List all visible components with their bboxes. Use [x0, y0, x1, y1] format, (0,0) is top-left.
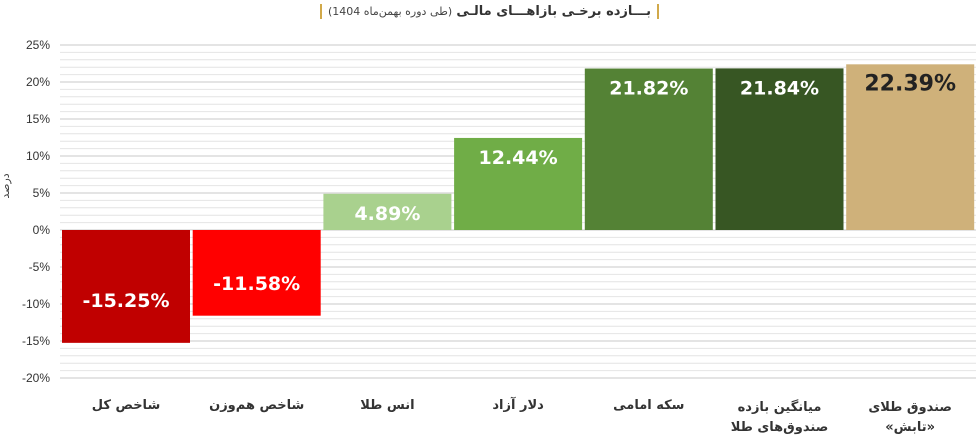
- value-label: 12.44%: [479, 147, 558, 169]
- value-labels: -15.25% -11.58% 4.89% 12.44% 21.82% 21.84% 22.…: [82, 71, 956, 312]
- value-label: -15.25%: [82, 290, 169, 312]
- bar: [323, 193, 452, 230]
- bar: [454, 137, 583, 230]
- category-label: شاخص هم‌وزن: [193, 396, 321, 416]
- value-label: 22.39%: [864, 71, 956, 96]
- bar: [192, 230, 321, 316]
- y-tick-label: 20%: [26, 75, 50, 89]
- value-label: 21.84%: [740, 77, 819, 99]
- category-label-line: سکه امامی: [613, 398, 685, 413]
- category-label-line: دلار آزاد: [492, 398, 544, 413]
- y-tick-label: -10%: [22, 297, 50, 311]
- y-axis-label: درصد: [0, 173, 12, 198]
- y-tick-label: 5%: [33, 186, 51, 200]
- category-label-line: شاخص هم‌وزن: [209, 398, 305, 413]
- category-label: صندوق طلای «تابش»: [846, 398, 974, 438]
- category-label-line: «تابش»: [885, 420, 936, 435]
- value-label: -11.58%: [213, 273, 300, 295]
- bar: [846, 64, 975, 231]
- category-label-line: صندوق‌های طلا: [730, 420, 829, 435]
- bar: [584, 68, 713, 230]
- bar: [62, 230, 190, 343]
- y-axis-ticks: 25% 20% 15% 10% 5% 0% -5% -10% -15% -20%: [22, 38, 50, 385]
- y-tick-label: 10%: [26, 149, 50, 163]
- chart-title-main: بـــازده برخـی بازاهـــای مالـی: [456, 3, 651, 19]
- category-label-line: صندوق طلای: [868, 400, 952, 415]
- y-tick-label: 0%: [33, 223, 51, 237]
- chart-subtitle: (طی دوره بهمن‌ماه 1404): [328, 4, 453, 18]
- chart-title: بـــازده برخـی بازاهـــای مالـی (طی دوره…: [320, 3, 659, 19]
- category-label: شاخص کل: [62, 396, 190, 416]
- value-label: 4.89%: [354, 203, 420, 225]
- category-label-line: انس طلا: [360, 398, 415, 413]
- y-tick-label: -15%: [22, 334, 50, 348]
- y-tick-label: -5%: [29, 260, 51, 274]
- bar: [715, 68, 844, 230]
- bars: [62, 64, 975, 343]
- y-tick-label: 25%: [26, 38, 50, 52]
- value-label: 21.82%: [609, 78, 688, 100]
- category-label-line: میانگین بازده: [737, 400, 822, 415]
- category-label: انس طلا: [323, 396, 451, 416]
- category-label: دلار آزاد: [454, 396, 582, 416]
- category-label: سکه امامی: [585, 396, 713, 416]
- chart-title-wrap: بـــازده برخـی بازاهـــای مالـی (طی دوره…: [0, 0, 979, 22]
- y-tick-label: -20%: [22, 371, 50, 385]
- category-label-line: شاخص کل: [91, 398, 161, 413]
- y-tick-label: 15%: [26, 112, 50, 126]
- category-label: میانگین بازده صندوق‌های طلا: [716, 398, 844, 438]
